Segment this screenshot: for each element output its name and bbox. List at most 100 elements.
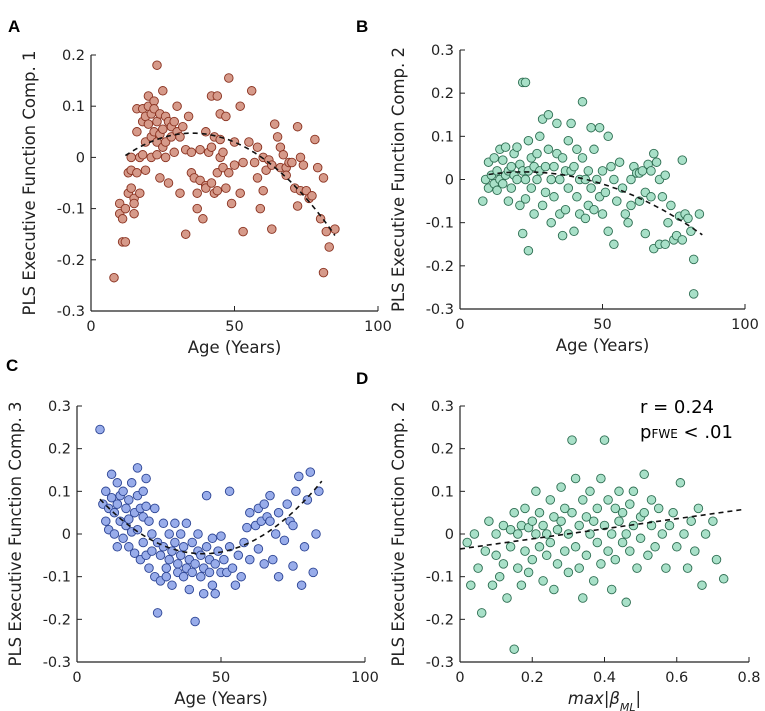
data-point	[502, 593, 512, 603]
data-point	[614, 486, 624, 497]
data-point	[487, 580, 498, 590]
data-point	[555, 174, 565, 185]
data-point	[509, 644, 519, 654]
data-point	[672, 542, 682, 552]
data-point	[187, 537, 197, 548]
y-tick-label: -0.3	[426, 302, 454, 318]
data-point	[190, 616, 200, 627]
data-point	[112, 499, 123, 509]
data-point	[515, 200, 525, 211]
data-point	[184, 584, 195, 595]
data-point	[516, 580, 527, 590]
data-point	[520, 503, 530, 514]
data-point	[181, 518, 192, 529]
data-point	[623, 217, 633, 228]
data-point	[549, 512, 559, 522]
data-point	[169, 147, 179, 158]
data-point	[646, 166, 656, 176]
data-point	[606, 529, 617, 539]
data-point	[245, 507, 255, 518]
data-point	[224, 168, 234, 178]
x-tick-label: 0.2	[521, 670, 544, 686]
data-point	[578, 495, 588, 505]
p-value-label: pFWE < .01	[640, 422, 733, 443]
data-point	[212, 185, 223, 196]
data-point	[302, 495, 313, 505]
data-point	[541, 550, 552, 561]
data-point	[625, 546, 635, 556]
data-point	[138, 486, 148, 497]
data-point	[690, 546, 700, 556]
panel-letter: A	[8, 17, 20, 36]
x-tick-label: 0.6	[665, 670, 688, 686]
data-point	[239, 537, 249, 548]
data-point	[235, 188, 245, 198]
data-point	[620, 209, 631, 219]
data-point	[498, 179, 508, 189]
data-point	[581, 550, 592, 561]
data-point	[318, 267, 329, 278]
data-point	[682, 563, 693, 573]
data-point	[161, 571, 172, 582]
data-point	[580, 213, 591, 224]
y-tick-label: 0.2	[48, 442, 71, 458]
data-point	[310, 134, 320, 145]
data-point	[592, 174, 602, 185]
correlation-r-label: r = 0.24	[640, 397, 714, 418]
data-point	[609, 174, 619, 185]
data-point	[292, 121, 303, 132]
y-tick-label: -0.3	[426, 655, 454, 671]
data-point	[158, 124, 168, 134]
x-tick-label: 0.8	[737, 670, 760, 686]
x-tick-label: 0	[86, 319, 95, 335]
data-point	[700, 529, 711, 539]
data-point	[126, 478, 137, 488]
data-point	[597, 209, 608, 219]
data-point	[534, 507, 545, 518]
data-point	[603, 131, 613, 142]
data-point	[178, 571, 189, 582]
data-point	[164, 554, 174, 565]
data-point	[686, 516, 696, 526]
data-point	[141, 473, 151, 484]
data-point	[663, 217, 673, 228]
data-point	[632, 563, 642, 573]
data-point	[155, 550, 166, 561]
y-tick-label: 0	[76, 150, 85, 166]
data-point	[580, 174, 591, 185]
data-point	[546, 217, 556, 228]
data-point	[531, 486, 541, 497]
y-tick-label: 0.3	[431, 399, 454, 415]
data-point	[315, 214, 326, 224]
data-point	[599, 520, 610, 531]
y-tick-label: 0.2	[431, 442, 454, 458]
data-point	[567, 507, 577, 518]
data-point	[288, 520, 298, 531]
data-point	[183, 111, 194, 122]
data-point	[126, 183, 136, 193]
data-point	[606, 161, 616, 172]
data-point	[218, 147, 228, 158]
data-point	[187, 567, 197, 578]
data-point	[569, 161, 579, 172]
data-point	[567, 435, 577, 445]
data-point	[606, 584, 617, 595]
y-tick-label: -0.2	[57, 253, 85, 269]
data-point	[543, 144, 554, 155]
data-point	[143, 119, 154, 129]
data-point	[269, 119, 280, 129]
data-point	[552, 524, 563, 535]
data-point	[253, 544, 264, 554]
data-point	[661, 563, 671, 573]
data-point	[563, 183, 574, 193]
data-point	[506, 183, 517, 193]
data-point	[164, 529, 174, 539]
panel-c: C -0.3 -0.2 -0.1 0 0.1 0.2 0.3 0 50 100 Age (Years)…	[6, 356, 379, 708]
data-point	[617, 507, 628, 518]
data-point	[206, 142, 217, 152]
data-point	[588, 576, 599, 586]
data-point	[124, 542, 134, 552]
x-tick-label: 50	[225, 319, 243, 335]
data-point	[170, 518, 180, 529]
